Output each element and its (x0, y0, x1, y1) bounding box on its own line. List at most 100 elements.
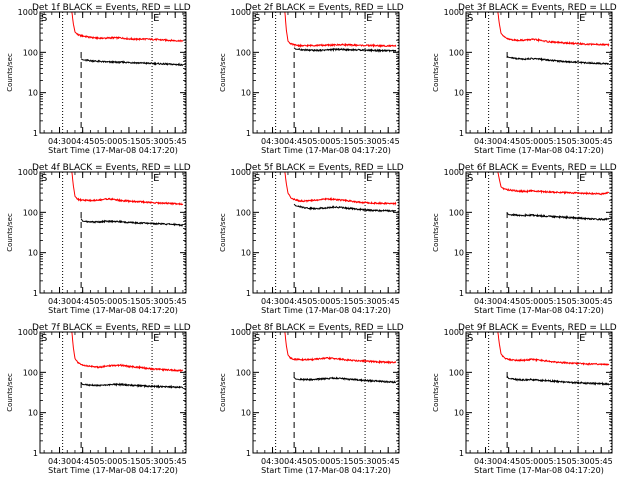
x-tick-label: 05:00 (94, 297, 117, 306)
x-tick-label: 04:30 (261, 137, 284, 146)
plot-frame (39, 171, 187, 294)
x-tick-label: 04:45 (284, 137, 307, 146)
x-tick-label: 05:00 (94, 137, 117, 146)
y-tick-label: 100 (449, 48, 464, 57)
y-tick-label: 1 (246, 449, 251, 458)
x-tick-label: 05:15 (117, 137, 140, 146)
x-tick-label: 05:30 (567, 137, 590, 146)
events-series-line (293, 203, 397, 213)
chart-title: Det 7f BLACK = Events, RED = LLD (32, 323, 191, 333)
y-tick-label: 10 (28, 249, 38, 258)
y-tick-label: 100 (236, 48, 251, 57)
x-tick-label: 05:30 (354, 137, 377, 146)
plot-frame (39, 11, 187, 134)
chart-title: Det 3f BLACK = Events, RED = LLD (458, 3, 617, 13)
e-marker: E (366, 333, 372, 344)
x-tick-label: 04:30 (48, 297, 71, 306)
events-series-line (506, 375, 610, 386)
s-marker: S (41, 173, 47, 184)
lld-series-line (497, 172, 610, 196)
s-marker: S (254, 13, 260, 24)
y-tick-label: 1 (459, 129, 464, 138)
e-marker: E (153, 13, 159, 24)
lld-series-line (71, 12, 184, 43)
y-tick-label: 10 (241, 249, 251, 258)
x-tick-label: 05:30 (354, 297, 377, 306)
y-tick-label: 1 (33, 289, 38, 298)
plot-frame (39, 331, 187, 454)
lld-series-line (497, 332, 610, 367)
x-axis-label: Start Time (17-Mar-08 04:17:20) (261, 466, 391, 475)
x-tick-label: 04:45 (71, 297, 94, 306)
y-tick-label: 100 (449, 368, 464, 377)
y-axis-label: Counts/sec (432, 373, 440, 412)
s-marker: S (41, 13, 47, 24)
e-marker: E (366, 173, 372, 184)
chart-panel-7: Det 7f BLACK = Events, RED = LLD 1 10 100 10… (6, 323, 191, 475)
chart-title: Det 8f BLACK = Events, RED = LLD (245, 323, 404, 333)
y-tick-label: 1000 (18, 328, 38, 337)
e-marker: E (153, 333, 159, 344)
x-tick-label: 04:30 (48, 137, 71, 146)
s-marker: S (467, 13, 473, 24)
lld-series-line (284, 12, 397, 49)
lld-series-line (71, 172, 184, 206)
chart-title: Det 9f BLACK = Events, RED = LLD (458, 323, 617, 333)
x-tick-label: 05:30 (141, 297, 164, 306)
y-tick-label: 1000 (18, 8, 38, 17)
e-marker: E (579, 13, 585, 24)
x-tick-label: 04:30 (474, 457, 497, 466)
e-marker: E (153, 173, 159, 184)
x-tick-label: 05:15 (330, 457, 353, 466)
y-tick-label: 10 (454, 249, 464, 258)
x-tick-label: 04:30 (474, 137, 497, 146)
x-tick-label: 05:45 (590, 137, 613, 146)
y-tick-label: 1000 (231, 8, 251, 17)
x-tick-label: 04:30 (474, 297, 497, 306)
plot-frame (465, 11, 613, 134)
x-tick-label: 04:30 (261, 297, 284, 306)
lld-series-line (284, 172, 397, 206)
y-axis-label: Counts/sec (432, 213, 440, 252)
x-tick-label: 04:30 (261, 457, 284, 466)
x-tick-label: 05:45 (590, 457, 613, 466)
chart-title: Det 6f BLACK = Events, RED = LLD (458, 163, 617, 173)
chart-title: Det 5f BLACK = Events, RED = LLD (245, 163, 404, 173)
events-series-line (506, 55, 610, 66)
x-tick-label: 04:45 (497, 137, 520, 146)
y-tick-label: 1000 (444, 8, 464, 17)
y-tick-label: 100 (23, 368, 38, 377)
y-axis-label: Counts/sec (6, 53, 14, 92)
events-series-line (293, 376, 397, 384)
x-tick-label: 05:00 (520, 137, 543, 146)
e-marker: E (579, 173, 585, 184)
x-tick-label: 05:30 (141, 457, 164, 466)
x-tick-label: 05:45 (377, 137, 400, 146)
y-axis-label: Counts/sec (432, 53, 440, 92)
x-tick-label: 05:00 (307, 137, 330, 146)
events-series-line (80, 218, 184, 227)
x-tick-label: 05:45 (590, 297, 613, 306)
y-tick-label: 10 (454, 409, 464, 418)
x-axis-label: Start Time (17-Mar-08 04:17:20) (474, 146, 604, 155)
y-tick-label: 100 (236, 208, 251, 217)
events-series-line (80, 382, 184, 389)
y-tick-label: 10 (241, 409, 251, 418)
chart-panel-4: Det 4f BLACK = Events, RED = LLD 1 10 100 10… (6, 163, 191, 315)
plot-frame (252, 331, 400, 454)
y-axis-label: Counts/sec (219, 213, 227, 252)
chart-panel-6: Det 6f BLACK = Events, RED = LLD 1 10 100 10… (432, 163, 617, 315)
x-tick-label: 05:30 (141, 137, 164, 146)
y-tick-label: 100 (236, 368, 251, 377)
events-series-line (80, 58, 184, 67)
y-tick-label: 100 (23, 48, 38, 57)
x-tick-label: 05:15 (117, 457, 140, 466)
y-axis-label: Counts/sec (219, 373, 227, 412)
x-tick-label: 04:45 (284, 297, 307, 306)
x-tick-label: 05:15 (117, 297, 140, 306)
x-tick-label: 04:45 (497, 297, 520, 306)
y-tick-label: 1 (33, 129, 38, 138)
x-tick-label: 05:00 (307, 457, 330, 466)
x-axis-label: Start Time (17-Mar-08 04:17:20) (48, 306, 178, 315)
